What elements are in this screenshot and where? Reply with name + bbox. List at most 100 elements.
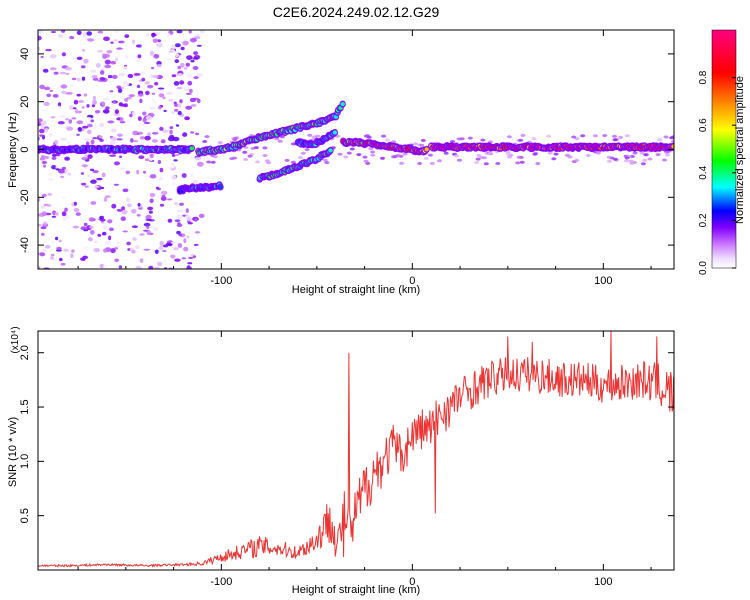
noise-speck (82, 125, 89, 129)
noise-speck (57, 121, 65, 125)
noise-speck (92, 170, 99, 174)
noise-speck (194, 156, 202, 161)
noise-speck (90, 139, 95, 145)
noise-speck (76, 30, 82, 35)
noise-speck (149, 192, 156, 198)
noise-speck (127, 73, 134, 79)
noise-speck (102, 109, 110, 114)
haze-speck (206, 160, 212, 164)
noise-speck (82, 48, 85, 52)
noise-speck (171, 181, 176, 186)
haze-speck (366, 135, 372, 139)
noise-speck (170, 44, 177, 50)
noise-speck (114, 57, 119, 62)
noise-speck (40, 205, 46, 209)
noise-speck (138, 71, 146, 75)
noise-speck (131, 249, 136, 254)
snr-x-tick-label: 100 (594, 576, 612, 588)
haze-speck (391, 140, 397, 144)
noise-speck (190, 172, 194, 177)
snr-ticks: -100 0 100 0.5 1.0 1.5 2.0 (19, 331, 674, 588)
spectrogram-x-tick-label: 100 (594, 275, 612, 287)
noise-speck (94, 240, 98, 243)
noise-speck (142, 117, 147, 123)
noise-speck (149, 74, 154, 78)
noise-speck (145, 90, 150, 96)
noise-speck (111, 203, 117, 209)
noise-speck (152, 74, 159, 79)
haze-speck (274, 137, 280, 141)
snr-y-tick-label: 2.0 (19, 345, 31, 360)
spectrogram-y-tick-label: -40 (19, 237, 31, 253)
noise-speck (139, 258, 144, 263)
noise-speck (59, 115, 66, 118)
noise-speck (107, 219, 113, 224)
noise-speck (99, 215, 104, 220)
noise-speck (162, 40, 167, 43)
noise-speck (137, 54, 142, 59)
haze-speck (337, 152, 343, 156)
noise-speck (94, 110, 101, 114)
haze-speck (291, 142, 296, 146)
noise-speck (108, 190, 113, 195)
haze-speck (402, 152, 408, 156)
haze-speck (506, 135, 512, 139)
haze-speck (255, 160, 261, 164)
noise-speck (149, 167, 155, 171)
haze-speck (647, 157, 653, 161)
noise-speck (91, 75, 98, 79)
haze-speck (531, 137, 537, 141)
noise-speck (55, 236, 59, 241)
noise-speck (195, 132, 200, 136)
noise-speck (176, 230, 181, 235)
noise-speck (159, 167, 164, 173)
noise-speck (187, 80, 193, 86)
noise-speck (169, 129, 173, 135)
noise-speck (57, 102, 62, 107)
noise-speck (193, 76, 199, 80)
noise-speck (157, 39, 162, 43)
noise-speck (197, 98, 201, 104)
noise-speck (52, 94, 59, 98)
noise-speck (126, 241, 131, 246)
noise-speck (103, 197, 108, 202)
haze-speck (370, 150, 376, 154)
noise-speck (151, 66, 155, 70)
noise-speck (89, 225, 94, 229)
noise-speck (171, 111, 175, 115)
noise-speck (86, 117, 92, 120)
haze-speck (427, 153, 433, 157)
noise-speck (117, 88, 123, 93)
noise-speck (184, 116, 190, 121)
noise-speck (109, 140, 116, 145)
noise-speck (42, 249, 47, 252)
noise-speck (138, 155, 145, 159)
noise-speck (116, 47, 123, 50)
noise-speck (149, 198, 154, 204)
noise-speck (43, 221, 47, 225)
noise-speck (87, 198, 94, 202)
haze-speck (233, 137, 238, 140)
noise-speck (64, 66, 72, 71)
noise-speck (154, 81, 159, 86)
noise-speck (166, 91, 173, 95)
haze-speck (481, 156, 487, 160)
haze-speck (324, 161, 330, 165)
haze-speck (311, 135, 317, 139)
noise-speck (90, 179, 97, 184)
noise-speck (83, 122, 90, 125)
noise-speck (149, 98, 156, 101)
colorbar-label: Normalized spectral amplitude (734, 76, 746, 224)
noise-speck (171, 154, 176, 157)
noise-speck (154, 227, 158, 231)
noise-speck (60, 175, 65, 179)
haze-speck (547, 151, 553, 155)
noise-speck (61, 90, 67, 95)
noise-speck (90, 201, 97, 205)
noise-speck (113, 113, 121, 116)
noise-speck (157, 255, 163, 258)
spectrogram-y-label: Frequency (Hz) (7, 112, 19, 188)
noise-speck (95, 63, 101, 68)
noise-speck (138, 93, 144, 97)
